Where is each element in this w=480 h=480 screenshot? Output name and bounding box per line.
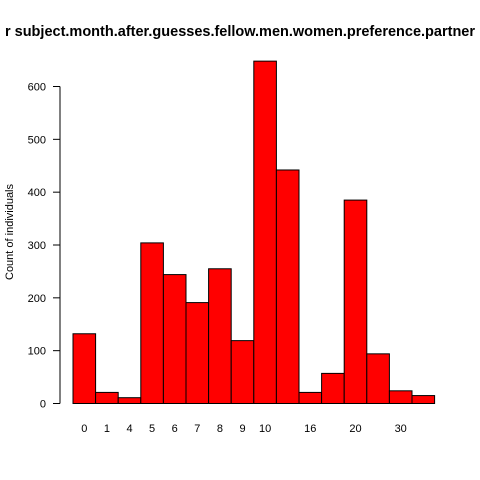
y-tick-label: 400 bbox=[28, 187, 46, 199]
x-tick-label: 0 bbox=[81, 423, 87, 435]
bar-4 bbox=[117, 397, 142, 404]
x-tick-label: 10 bbox=[259, 423, 271, 435]
x-tick-label: 16 bbox=[304, 423, 316, 435]
x-tick-label: 8 bbox=[217, 423, 223, 435]
bar-40 bbox=[411, 395, 436, 405]
y-tick-label: 100 bbox=[28, 346, 46, 358]
bar-10 bbox=[253, 60, 277, 404]
y-axis: 0 100 200 300 400 500 600 bbox=[28, 82, 61, 411]
y-tick-label: 600 bbox=[28, 82, 46, 94]
bar-0 bbox=[72, 333, 97, 405]
x-tick-label: 1 bbox=[104, 423, 110, 435]
x-tick-label: 20 bbox=[349, 423, 361, 435]
x-tick-label: 4 bbox=[126, 423, 132, 435]
bars bbox=[72, 60, 436, 405]
bar-16 bbox=[298, 391, 323, 404]
bar-8 bbox=[208, 268, 232, 404]
x-tick-label: 5 bbox=[149, 423, 155, 435]
bar-7 bbox=[185, 302, 210, 405]
bar-25 bbox=[366, 353, 390, 405]
bar-20 bbox=[343, 199, 368, 404]
chart-title: r subject.month.after.guesses.fellow.men… bbox=[5, 24, 475, 40]
y-tick-label: 0 bbox=[40, 399, 46, 411]
bar-1 bbox=[95, 391, 119, 404]
x-tick-labels: 0 1 4 5 6 7 8 9 10 16 20 30 bbox=[81, 423, 407, 435]
y-axis-label: Count of individuals bbox=[4, 184, 16, 281]
bar-6 bbox=[162, 274, 187, 404]
y-tick-label: 200 bbox=[28, 293, 46, 305]
x-tick-label: 9 bbox=[239, 423, 245, 435]
x-tick-label: 6 bbox=[172, 423, 178, 435]
bar-30 bbox=[388, 390, 413, 405]
y-tick-label: 300 bbox=[28, 240, 46, 252]
bar-9 bbox=[230, 340, 255, 404]
x-tick-label: 30 bbox=[395, 423, 407, 435]
y-tick-label: 500 bbox=[28, 134, 46, 146]
bar-18 bbox=[321, 372, 345, 405]
bar-12 bbox=[275, 169, 300, 404]
x-tick-label: 7 bbox=[194, 423, 200, 435]
bar-5 bbox=[140, 242, 164, 404]
